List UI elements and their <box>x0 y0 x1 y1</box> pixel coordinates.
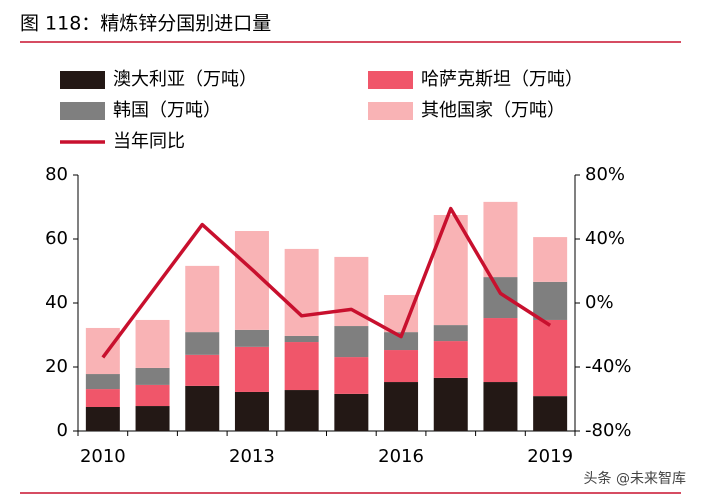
bar <box>85 389 120 407</box>
legend-label: 澳大利亚（万吨） <box>113 69 257 90</box>
bar <box>433 341 468 378</box>
bar <box>533 281 568 320</box>
bar <box>483 277 518 319</box>
legend-swatch <box>60 102 105 120</box>
y-tick-label: 40 <box>45 292 68 313</box>
bar <box>135 406 170 431</box>
y-tick-label: 60 <box>45 228 68 249</box>
x-tick-label: 2010 <box>80 446 126 467</box>
legend-swatch <box>368 71 413 89</box>
bar <box>284 342 319 391</box>
bar <box>334 357 369 394</box>
y-tick-label: 20 <box>45 356 68 377</box>
bar <box>135 384 170 407</box>
y2-tick-label: 0% <box>585 292 614 313</box>
legend-label: 当年同比 <box>113 131 185 152</box>
bar <box>85 374 120 390</box>
bar <box>85 327 120 375</box>
bar <box>185 385 220 431</box>
watermark: 头条 @未来智库 <box>584 470 686 487</box>
legend-swatch <box>60 71 105 89</box>
bar <box>234 391 269 431</box>
bar <box>483 201 518 278</box>
legend-label: 其他国家（万吨） <box>421 100 565 121</box>
bar <box>135 367 170 385</box>
x-tick-label: 2019 <box>527 446 573 467</box>
y2-tick-label: 40% <box>585 228 625 249</box>
y2-tick-label: -80% <box>585 420 632 441</box>
bar <box>284 335 319 343</box>
bar <box>533 396 568 431</box>
bar <box>533 237 568 282</box>
bar <box>185 265 220 333</box>
bar <box>284 248 319 336</box>
legend-label: 哈萨克斯坦（万吨） <box>421 69 583 90</box>
y2-tick-label: -40% <box>585 356 632 377</box>
bar <box>234 346 269 392</box>
bar <box>85 407 120 431</box>
bar <box>384 382 419 431</box>
bar <box>483 318 518 383</box>
bar <box>185 354 220 386</box>
x-tick-label: 2013 <box>229 446 275 467</box>
bar <box>433 377 468 431</box>
bar <box>483 382 518 431</box>
bar <box>284 390 319 431</box>
line <box>101 206 552 359</box>
bar <box>384 295 419 333</box>
legend-swatch <box>368 102 413 120</box>
chart-title: 图 118：精炼锌分国别进口量 <box>20 13 271 35</box>
bar <box>135 319 170 368</box>
bar <box>384 332 419 351</box>
legend-label: 韩国（万吨） <box>113 100 221 121</box>
y-tick-label: 80 <box>45 164 68 185</box>
x-tick-label: 2016 <box>378 446 424 467</box>
y2-tick-label: 80% <box>585 164 625 185</box>
bar <box>384 350 419 383</box>
bar <box>185 332 220 355</box>
bar <box>334 326 369 358</box>
y-tick-label: 0 <box>57 420 68 441</box>
bar <box>433 325 468 342</box>
bar <box>234 329 269 347</box>
bar <box>533 319 568 397</box>
bar <box>334 393 369 431</box>
